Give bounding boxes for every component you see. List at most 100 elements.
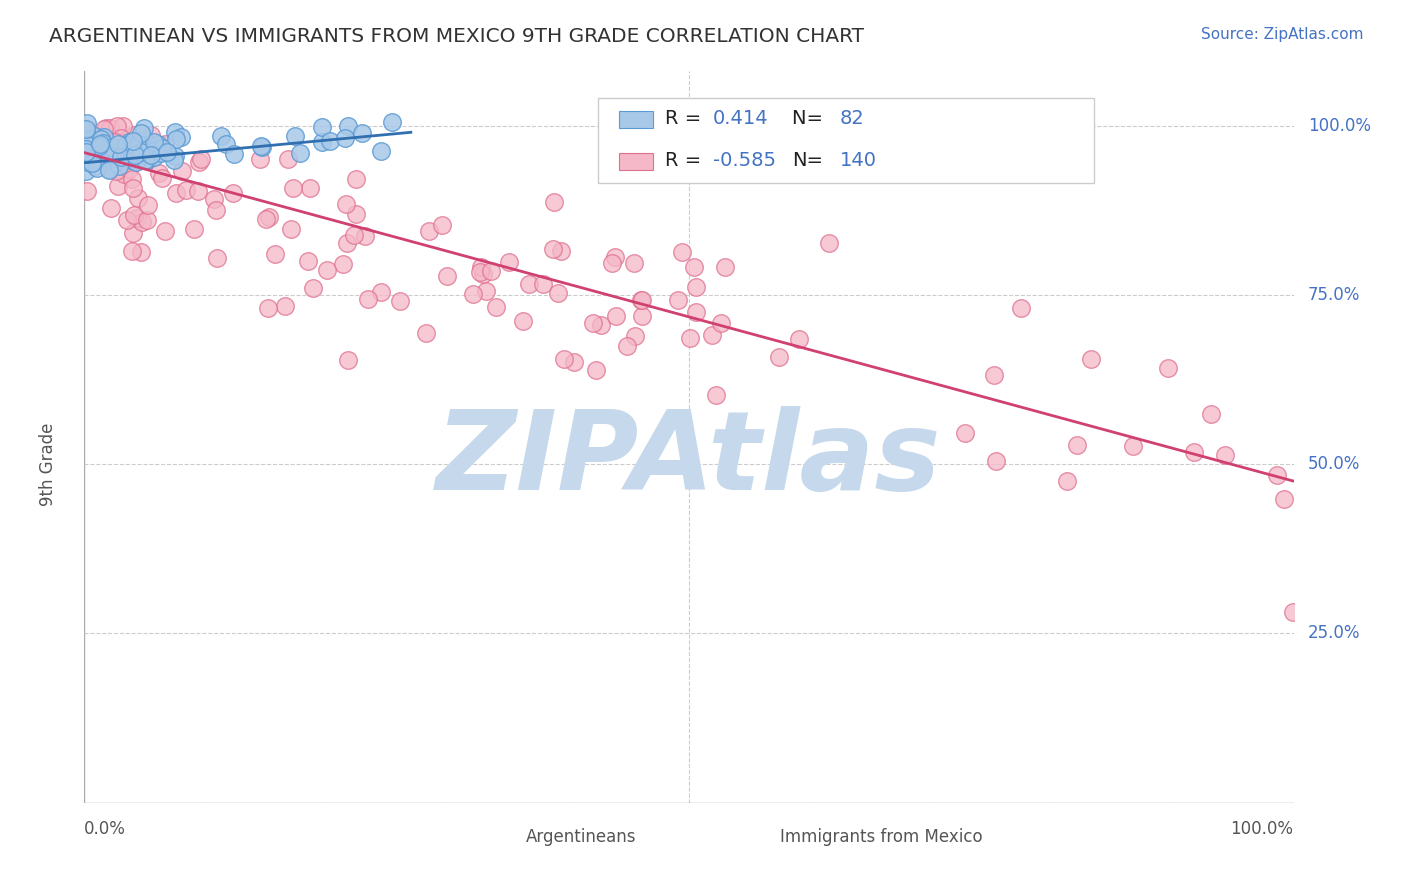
- Point: [370, 285, 392, 300]
- Point: [254, 212, 277, 227]
- Point: [103, 156, 125, 170]
- Point: [436, 269, 458, 284]
- Point: [585, 363, 607, 377]
- Point: [120, 136, 142, 151]
- Point: [94, 154, 117, 169]
- Point: [110, 131, 132, 145]
- Point: [97, 146, 120, 161]
- Point: [284, 128, 307, 143]
- Point: [591, 318, 613, 332]
- Point: [344, 207, 367, 221]
- Text: 25.0%: 25.0%: [1308, 624, 1361, 642]
- Point: [75, 122, 97, 136]
- Point: [111, 119, 134, 133]
- Point: [315, 263, 337, 277]
- Point: [350, 126, 373, 140]
- Point: [666, 293, 689, 307]
- Point: [1182, 445, 1205, 459]
- Point: [77, 151, 100, 165]
- Point: [685, 305, 707, 319]
- Point: [122, 208, 145, 222]
- Point: [1265, 468, 1288, 483]
- Point: [582, 316, 605, 330]
- Point: [616, 339, 638, 353]
- Point: [415, 326, 437, 340]
- Point: [105, 119, 128, 133]
- Point: [163, 153, 186, 168]
- Text: 100.0%: 100.0%: [1230, 820, 1294, 838]
- Point: [118, 135, 141, 149]
- Point: [107, 159, 129, 173]
- Point: [131, 215, 153, 229]
- Text: 140: 140: [841, 152, 877, 170]
- Point: [77, 154, 100, 169]
- Point: [136, 213, 159, 227]
- Point: [679, 331, 702, 345]
- Point: [299, 181, 322, 195]
- Point: [75, 145, 97, 160]
- Point: [76, 138, 98, 153]
- Point: [86, 161, 108, 176]
- Point: [132, 121, 155, 136]
- Point: [605, 309, 627, 323]
- Point: [344, 172, 367, 186]
- Point: [101, 140, 124, 154]
- Point: [955, 426, 977, 441]
- Point: [343, 228, 366, 243]
- Point: [541, 242, 564, 256]
- Text: R =: R =: [665, 109, 707, 128]
- Point: [121, 172, 143, 186]
- Point: [311, 120, 333, 134]
- Point: [389, 294, 412, 309]
- Point: [165, 186, 187, 201]
- Point: [76, 185, 98, 199]
- Point: [122, 181, 145, 195]
- Point: [418, 224, 440, 238]
- Text: N=: N=: [792, 109, 830, 128]
- Point: [531, 277, 554, 291]
- Point: [129, 244, 152, 259]
- Point: [512, 314, 534, 328]
- Point: [337, 353, 360, 368]
- Point: [129, 145, 152, 159]
- Point: [250, 140, 273, 154]
- Point: [354, 228, 377, 243]
- Point: [98, 162, 121, 177]
- Point: [1066, 438, 1088, 452]
- Point: [104, 135, 127, 149]
- Point: [100, 201, 122, 215]
- Point: [91, 136, 114, 150]
- Text: Argentineans: Argentineans: [526, 829, 636, 847]
- Point: [221, 186, 243, 200]
- Point: [80, 156, 103, 170]
- Point: [631, 309, 654, 323]
- Point: [122, 226, 145, 240]
- Point: [259, 210, 281, 224]
- Point: [370, 144, 392, 158]
- Point: [105, 164, 128, 178]
- Point: [682, 260, 704, 274]
- Point: [685, 280, 707, 294]
- Point: [97, 162, 120, 177]
- Point: [115, 137, 138, 152]
- Point: [204, 202, 226, 217]
- Point: [333, 131, 356, 145]
- Point: [93, 152, 115, 166]
- Point: [86, 148, 108, 162]
- Point: [335, 197, 357, 211]
- Point: [336, 236, 359, 251]
- Point: [156, 145, 179, 159]
- Text: Source: ZipAtlas.com: Source: ZipAtlas.com: [1201, 27, 1364, 42]
- Point: [125, 146, 148, 161]
- Point: [311, 135, 333, 149]
- Point: [332, 256, 354, 270]
- Point: [1056, 474, 1078, 488]
- Point: [75, 145, 97, 159]
- Point: [125, 153, 148, 168]
- Point: [128, 142, 150, 156]
- Point: [118, 162, 141, 177]
- Point: [141, 148, 163, 162]
- Point: [249, 153, 271, 167]
- Point: [187, 184, 209, 198]
- Point: [79, 152, 101, 166]
